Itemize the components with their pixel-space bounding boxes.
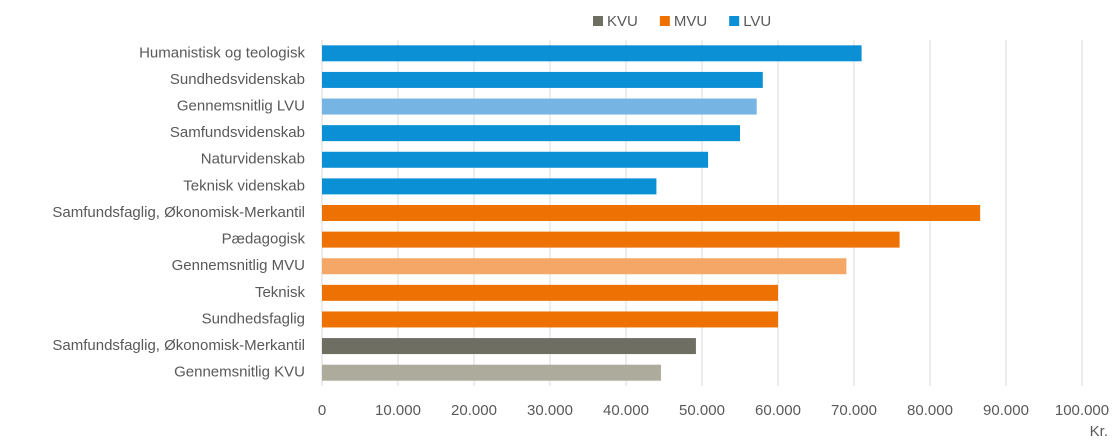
bar <box>322 311 778 328</box>
legend-swatch <box>659 16 670 26</box>
y-tick-label: Pædagogisk <box>222 231 306 248</box>
legend-swatch <box>593 16 603 26</box>
legend-label: MVU <box>674 13 707 30</box>
legend-label: LVU <box>743 13 771 30</box>
bar <box>322 125 740 142</box>
y-tick-label: Teknisk <box>255 284 306 301</box>
y-tick-label: Gennemsnitlig LVU <box>177 98 305 115</box>
x-tick-label: 90.000 <box>983 402 1029 419</box>
bar <box>322 151 709 168</box>
y-tick-label: Samfundsvidenskab <box>170 124 305 141</box>
x-tick-label: 20.000 <box>451 402 497 419</box>
bar <box>322 364 661 381</box>
x-tick-label: 70.000 <box>831 402 877 419</box>
bar <box>322 338 696 355</box>
y-tick-label: Humanistisk og teologisk <box>139 44 305 61</box>
bar <box>322 45 862 62</box>
x-tick-label: 10.000 <box>375 402 421 419</box>
y-tick-label: Gennemsnitlig KVU <box>174 364 305 381</box>
x-tick-label: 40.000 <box>603 402 649 419</box>
x-tick-label: 0 <box>318 402 326 419</box>
x-tick-label: 60.000 <box>755 402 801 419</box>
legend-swatch <box>729 16 740 26</box>
y-tick-label: Gennemsnitlig MVU <box>172 257 305 274</box>
y-tick-label: Samfundsfaglig, Økonomisk-Merkantil <box>52 204 305 221</box>
y-tick-label: Samfundsfaglig, Økonomisk-Merkantil <box>52 337 305 354</box>
y-tick-label: Naturvidenskab <box>201 151 305 168</box>
bar <box>322 231 900 248</box>
bar <box>322 205 981 221</box>
y-tick-label: Teknisk videnskab <box>183 177 305 194</box>
x-tick-label: 30.000 <box>527 402 573 419</box>
x-tick-label: 100.000 <box>1055 402 1109 419</box>
bar <box>322 98 757 115</box>
x-axis-label: Kr. <box>1090 423 1108 440</box>
bar <box>322 178 657 195</box>
bar <box>322 284 778 301</box>
x-tick-label: 50.000 <box>679 402 725 419</box>
y-tick-label: Sundhedsfaglig <box>202 310 305 327</box>
bar <box>322 258 847 275</box>
y-tick-label: Sundhedsvidenskab <box>170 71 305 88</box>
x-tick-label: 80.000 <box>907 402 953 419</box>
bar <box>322 71 763 88</box>
legend-label: KVU <box>607 13 638 30</box>
